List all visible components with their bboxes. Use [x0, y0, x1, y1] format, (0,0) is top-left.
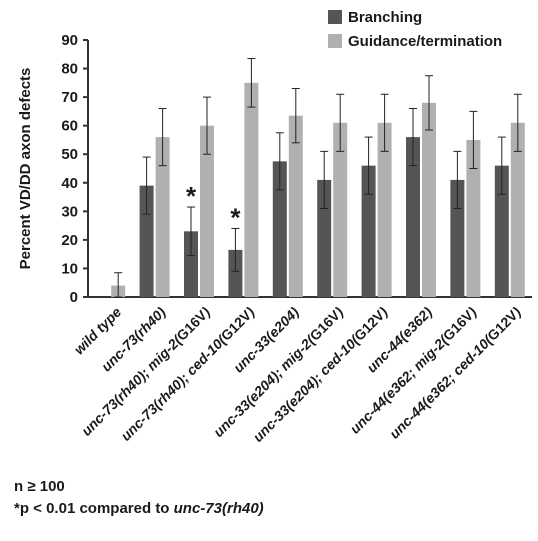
error-bar-0-3	[231, 227, 240, 272]
bar-0-7	[406, 137, 420, 297]
error-bar-0-1	[142, 156, 151, 215]
y-tick-label-0: 0	[70, 289, 78, 306]
error-bar-0-5	[320, 150, 329, 209]
sample-size-text: n ≥ 100	[14, 478, 65, 495]
y-tick-label-20: 20	[61, 232, 78, 249]
sample-size-note: n ≥ 100	[14, 478, 65, 495]
bar-0-9	[494, 165, 509, 297]
bar-0-3	[228, 249, 243, 297]
error-bar-1-2	[203, 96, 211, 155]
error-bar-1-5	[336, 93, 345, 152]
significance-reference: unc-73(rh40)	[173, 500, 264, 517]
error-bar-0-7	[409, 108, 417, 167]
bar-1-4	[288, 115, 303, 297]
y-tick-label-50: 50	[61, 146, 78, 163]
y-axis-title: Percent VD/DD axon defects	[17, 68, 34, 270]
bar-1-9	[510, 122, 525, 297]
bar-1-5	[333, 122, 348, 297]
error-bar-1-0	[114, 272, 123, 298]
bar-0-8	[450, 179, 465, 297]
bar-0-1	[139, 185, 154, 297]
error-bar-1-8	[469, 110, 478, 169]
bar-1-1	[155, 137, 170, 297]
error-bar-0-6	[364, 136, 373, 195]
error-bar-0-9	[497, 136, 506, 195]
bar-0-2	[184, 231, 198, 297]
bar-1-8	[466, 139, 481, 297]
significance-marker-0: *	[186, 181, 197, 211]
bar-1-7	[422, 102, 436, 297]
significance-marker-1: *	[230, 202, 241, 232]
bar-0-4	[272, 161, 287, 297]
y-tick-label-10: 10	[61, 260, 78, 277]
bar-1-3	[244, 82, 259, 297]
error-bar-1-9	[513, 93, 522, 152]
bar-1-6	[377, 122, 392, 297]
y-tick-label-80: 80	[61, 61, 78, 78]
error-bar-1-6	[380, 93, 389, 152]
bars: **	[111, 58, 525, 298]
error-bar-0-8	[453, 150, 462, 209]
significance-note: *p < 0.01 compared to unc-73(rh40)	[14, 500, 264, 517]
y-tick-label-60: 60	[61, 118, 78, 135]
y-tick-label-40: 40	[61, 175, 78, 192]
legend-swatch-1	[328, 34, 342, 48]
y-tick-label-30: 30	[61, 203, 78, 220]
bar-0-6	[361, 165, 376, 297]
significance-text: *p < 0.01 compared to	[14, 500, 174, 517]
error-bar-0-4	[275, 132, 284, 191]
error-bar-1-1	[158, 108, 167, 167]
error-bar-0-2	[187, 206, 195, 257]
legend: Branching Guidance/termination	[328, 9, 502, 50]
bar-chart: Branching Guidance/termination 0 10 20 30 40 5…	[17, 9, 532, 445]
y-tick-label-70: 70	[61, 89, 78, 106]
error-bar-1-7	[425, 75, 433, 131]
bar-1-2	[200, 125, 214, 298]
error-bar-1-3	[247, 58, 256, 108]
legend-label-0: Branching	[348, 9, 422, 26]
legend-label-1: Guidance/termination	[348, 33, 502, 50]
error-bar-1-4	[291, 88, 300, 144]
legend-swatch-0	[328, 10, 342, 24]
y-tick-label-90: 90	[61, 32, 78, 49]
y-axis: 0 10 20 30 40 50 60 70 80 90 Percent VD/DD axon de…	[17, 32, 532, 306]
bar-0-5	[317, 179, 332, 297]
